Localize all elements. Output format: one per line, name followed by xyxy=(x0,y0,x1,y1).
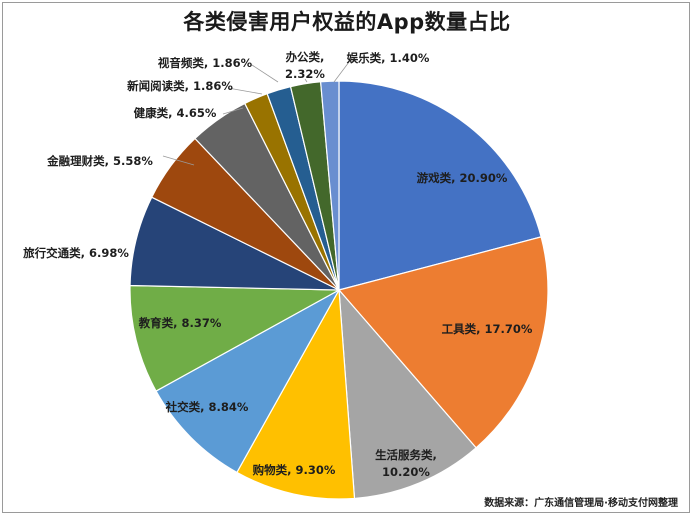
slice-label-8: 金融理财类, 5.58% xyxy=(46,154,153,168)
slice-label-10: 新闻阅读类, 1.86% xyxy=(127,79,233,93)
pie-slice-13 xyxy=(319,80,340,291)
pie-slice-5 xyxy=(155,288,341,474)
slice-label-3: 生活服务类, 10.20% xyxy=(375,448,437,479)
leader-line-13 xyxy=(333,57,353,83)
slice-label-12: 办公类, 2.32% xyxy=(285,50,325,81)
slice-label-6: 教育类, 8.37% xyxy=(138,316,222,330)
pie-slice-6 xyxy=(129,284,342,392)
slice-label-7: 旅行交通类, 6.98% xyxy=(23,246,129,260)
pie-slices xyxy=(129,80,549,500)
source-note: 数据来源：广东通信管理局·移动支付网整理 xyxy=(484,498,678,509)
leader-lines xyxy=(162,57,353,166)
leader-line-10 xyxy=(227,87,263,95)
slice-label-4: 购物类, 9.30% xyxy=(253,463,336,477)
pie-slice-2 xyxy=(337,236,549,449)
slice-label-1: 游戏类, 20.90% xyxy=(417,171,508,185)
pie-slice-3 xyxy=(338,288,477,500)
chart-title: 各类侵害用户权益的App数量占比 xyxy=(183,10,511,34)
slice-label-11: 视音频类, 1.86% xyxy=(158,56,253,70)
slice-label-13: 娱乐类, 1.40% xyxy=(347,51,430,65)
leader-line-11 xyxy=(251,64,279,83)
slice-label-2: 工具类, 17.70% xyxy=(442,322,533,336)
slice-label-9: 健康类, 4.65% xyxy=(134,106,217,120)
leader-line-9 xyxy=(222,107,244,115)
pie-slice-1 xyxy=(338,80,542,291)
pie-slice-4 xyxy=(236,287,356,500)
leader-line-8 xyxy=(162,155,195,166)
leader-line-12 xyxy=(304,78,308,83)
slice-labels: 游戏类, 20.90% 工具类, 17.70% 生活服务类, 10.20% 购物类, 9… xyxy=(23,50,533,479)
slice-label-5: 社交类, 8.84% xyxy=(165,400,249,414)
